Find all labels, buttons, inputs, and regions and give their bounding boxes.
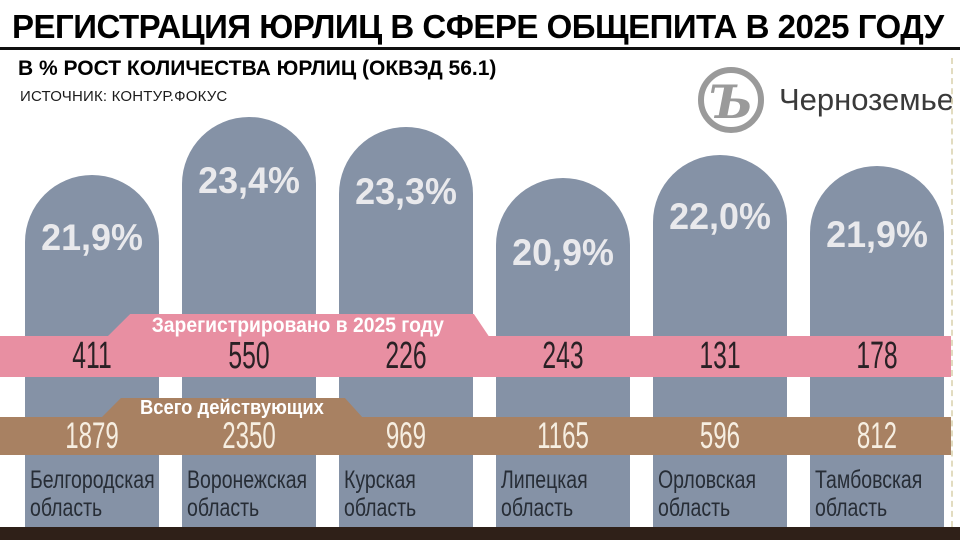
total-value: 1879 bbox=[65, 415, 119, 456]
brand-name: Черноземье bbox=[779, 82, 954, 117]
region-label: Воронежская область bbox=[187, 466, 308, 522]
percent-label: 20,9% bbox=[512, 232, 614, 273]
region-label: Орловская область bbox=[658, 466, 757, 522]
registered-value: 131 bbox=[699, 335, 741, 377]
total-band-label: Всего действующих bbox=[140, 396, 324, 419]
registered-band-tab: Зарегистрировано в 2025 году bbox=[106, 314, 490, 338]
cut-mark-line bbox=[951, 58, 953, 527]
percent-label: 22,0% bbox=[669, 196, 771, 237]
total-band-tab: Всего действующих bbox=[101, 398, 363, 418]
footer-strip bbox=[0, 527, 960, 540]
page-title: РЕГИСТРАЦИЯ ЮРЛИЦ В СФЕРЕ ОБЩЕПИТА В 202… bbox=[12, 8, 944, 45]
kommersant-logo-icon: Ъ bbox=[698, 67, 764, 133]
total-value: 596 bbox=[699, 415, 741, 456]
total-value: 812 bbox=[856, 415, 898, 456]
total-band bbox=[0, 417, 951, 455]
total-value: 1165 bbox=[537, 415, 589, 456]
total-value: 969 bbox=[385, 415, 427, 456]
percent-label: 21,9% bbox=[826, 214, 928, 255]
percent-label: 23,4% bbox=[198, 160, 300, 201]
total-value: 2350 bbox=[222, 415, 276, 456]
chart-subtitle: В % РОСТ КОЛИЧЕСТВА ЮРЛИЦ (ОКВЭД 56.1) bbox=[18, 57, 497, 80]
registered-value: 178 bbox=[856, 335, 898, 377]
region-label: Тамбовская область bbox=[815, 466, 923, 522]
registered-value: 411 bbox=[72, 335, 112, 377]
source-note: ИСТОЧНИК: КОНТУР.ФОКУС bbox=[20, 88, 228, 105]
registered-value: 550 bbox=[228, 335, 270, 377]
region-label: Липецкая область bbox=[501, 466, 588, 522]
registered-band bbox=[0, 336, 951, 377]
title-divider bbox=[0, 47, 960, 50]
registered-band-label: Зарегистрировано в 2025 году bbox=[151, 314, 445, 337]
logo-glyph: Ъ bbox=[708, 75, 753, 129]
registered-value: 243 bbox=[542, 335, 584, 377]
region-label: Курская область bbox=[344, 466, 417, 522]
percent-label: 23,3% bbox=[355, 171, 457, 212]
percent-label: 21,9% bbox=[41, 217, 143, 258]
region-label: Белгородская область bbox=[30, 466, 155, 522]
registered-value: 226 bbox=[385, 335, 427, 377]
